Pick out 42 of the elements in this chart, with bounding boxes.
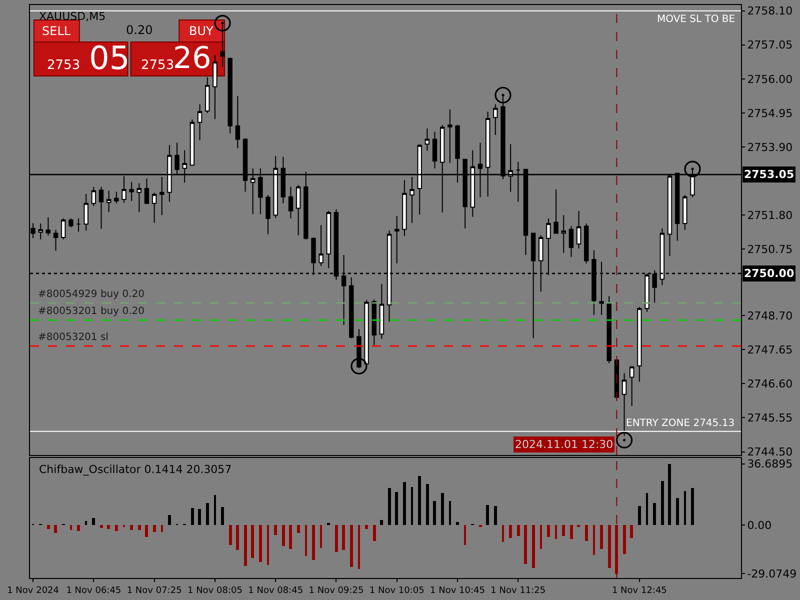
y-tick-label: 2750.75 [747, 242, 793, 256]
text: XAUUSD,M5 [39, 10, 106, 23]
annotation: 05 [89, 39, 130, 77]
x-tick-label: 1 Nov 08:05 [187, 586, 242, 596]
ref-line-label: #80053201 sl [38, 332, 108, 343]
x-tick-label: 1 Nov 07:25 [126, 586, 182, 596]
ref-line-label: 2753.05 [744, 168, 794, 181]
y-tick-label: 36.6895 [747, 458, 793, 471]
annotation: 26 [173, 41, 212, 76]
ref-line-label: 2750.00 [744, 267, 794, 280]
x-tick-label: 1 Nov 11:25 [490, 586, 546, 596]
y-tick-label: 2754.95 [747, 106, 793, 120]
y-tick-label: 2757.05 [747, 38, 793, 52]
y-tick-label: 2746.60 [747, 378, 793, 391]
y-tick-label: 0.00 [747, 518, 772, 532]
x-tick-label: 1 Nov 09:25 [308, 586, 364, 596]
y-tick-label: 2745.55 [747, 412, 793, 425]
y-tick-label: 2756.00 [747, 72, 793, 86]
x-tick-label: 1 Nov 2024 [7, 586, 60, 596]
x-tick-label: 1 Nov 10:05 [369, 586, 424, 596]
y-tick-label: 2748.70 [747, 309, 793, 322]
y-tick-label: 2747.65 [747, 343, 793, 356]
annotation: BUY [189, 24, 214, 38]
y-tick-label: 2751.80 [747, 208, 793, 222]
annotation: 0.20 [126, 23, 153, 37]
annotation: 2753 [47, 58, 80, 73]
text: Chifbaw_Oscillator 0.1414 20.3057 [39, 463, 232, 476]
y-tick-label: 2744.50 [747, 446, 793, 459]
x-tick-label: 1 Nov 12:45 [612, 586, 667, 596]
y-tick-label: 2758.10 [747, 4, 793, 18]
ref-line-label: MOVE SL TO BE [657, 14, 736, 25]
annotation: 2753 [141, 58, 174, 73]
y-tick-label: 2753.90 [747, 140, 793, 154]
ref-line-label: ENTRY ZONE 2745.13 [626, 418, 735, 429]
x-tick-label: 1 Nov 10:45 [430, 586, 485, 596]
ref-line-label: #80053201 buy 0.20 [38, 306, 145, 317]
x-tick-label: 1 Nov 08:45 [248, 586, 304, 596]
ref-line-label: #80054929 buy 0.20 [38, 289, 145, 300]
annotation: SELL [42, 24, 71, 38]
y-tick-label: -29.0749 [747, 567, 797, 580]
ref-line-label: 2024.11.01 12:30 [515, 438, 614, 451]
x-tick-label: 1 Nov 06:45 [66, 586, 122, 596]
